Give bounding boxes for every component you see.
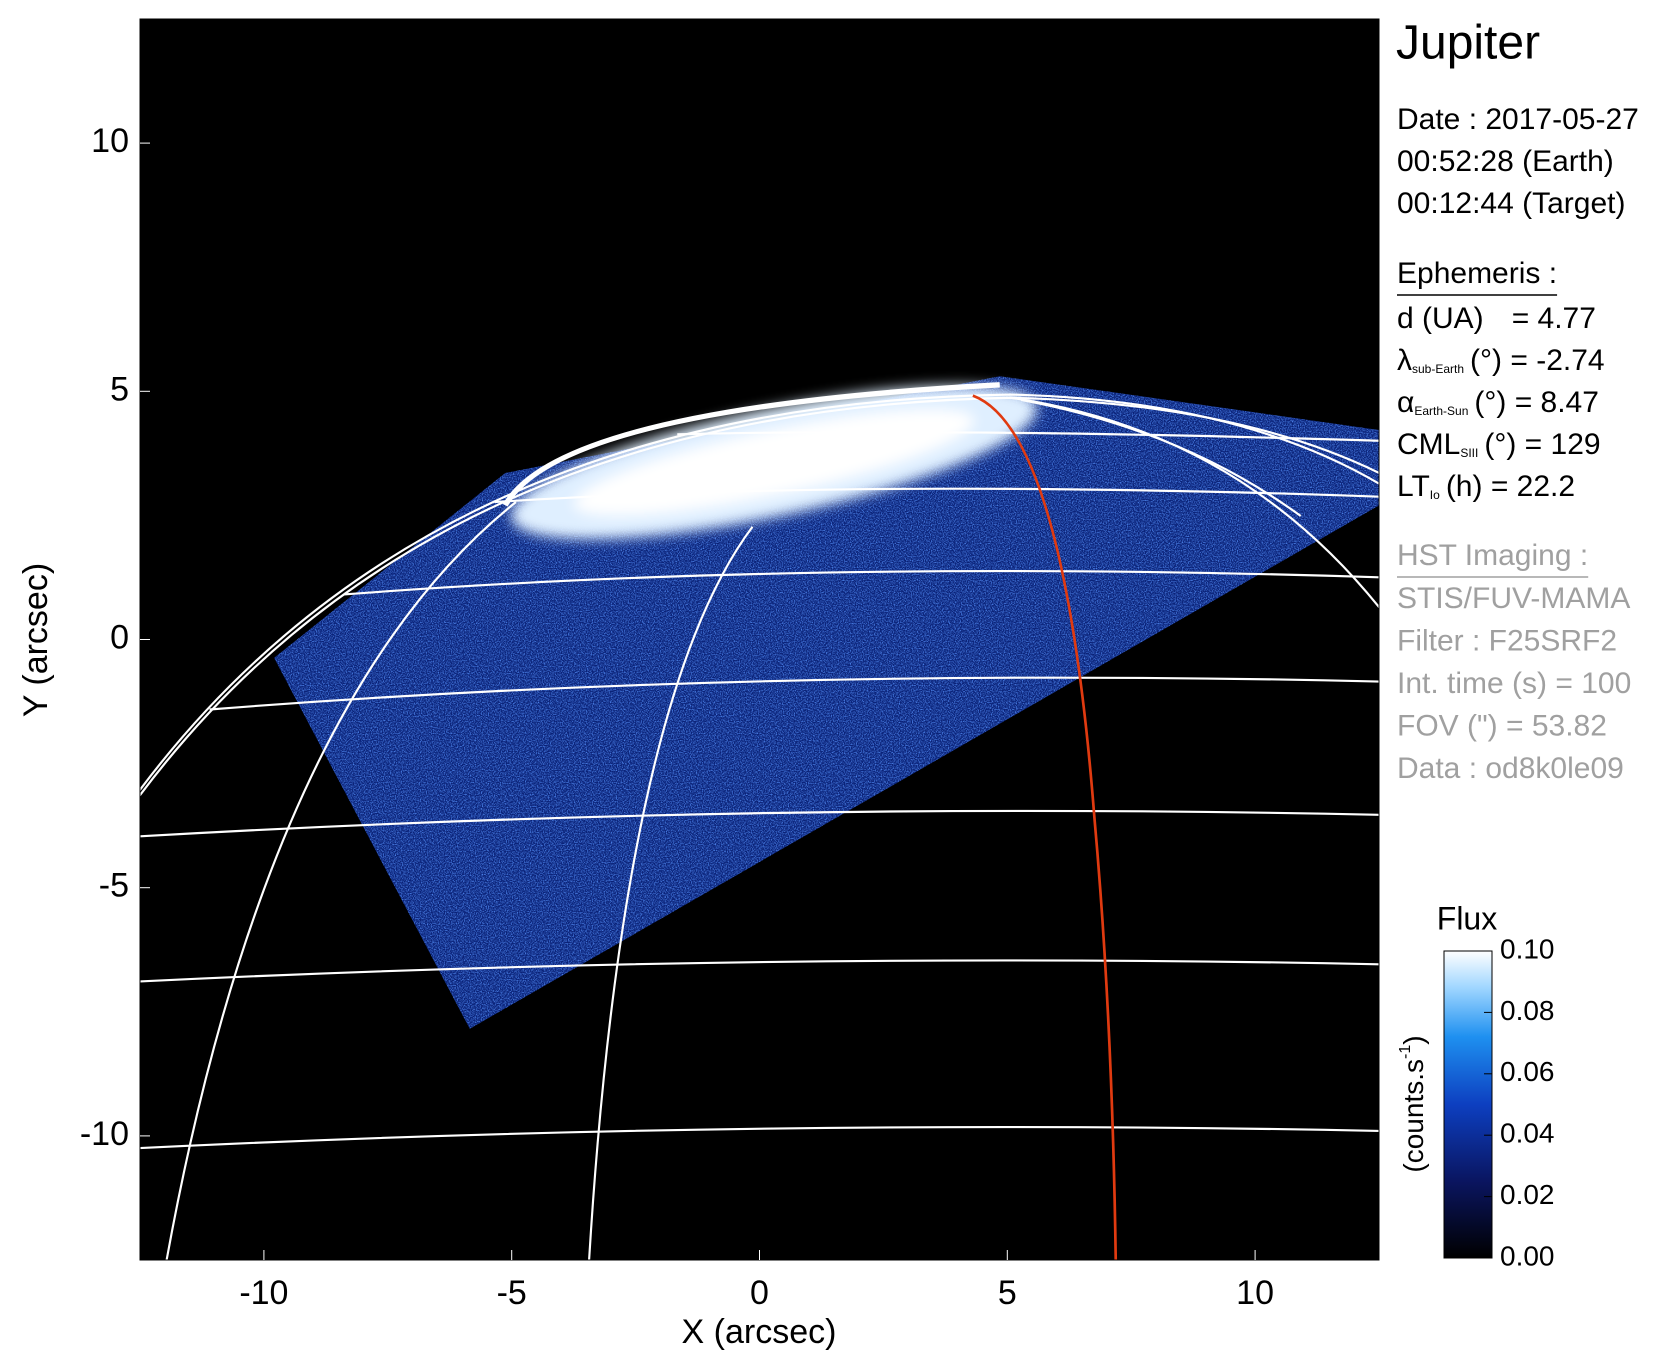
y-axis-label: Y (arcsec) xyxy=(17,563,55,717)
ephemeris-row: d (UA) = 4.77 xyxy=(1397,302,1596,335)
section-heading: HST Imaging : xyxy=(1397,539,1588,572)
row-label: α xyxy=(1397,386,1414,419)
colorbar-title: Flux xyxy=(1437,900,1497,936)
colorbar-tick-label: 0.04 xyxy=(1500,1118,1555,1149)
ephemeris-row: LTIo (h) = 22.2 xyxy=(1397,470,1575,503)
ephemeris-row: λsub-Earth (°) = -2.74 xyxy=(1397,344,1605,377)
aurora xyxy=(510,385,1038,539)
grid-overlay xyxy=(140,393,1379,1260)
colorbar-label-end: ) xyxy=(1398,1035,1429,1044)
observed-noise xyxy=(274,376,1379,1029)
x-tick-label: 10 xyxy=(1236,1274,1274,1312)
colorbar xyxy=(1443,950,1493,1259)
row-subscript: Earth-Sun xyxy=(1414,404,1468,418)
row-subscript: Io xyxy=(1430,488,1440,502)
colorbar-tick-label: 0.00 xyxy=(1500,1240,1555,1271)
section-heading: Ephemeris : xyxy=(1397,257,1557,290)
row-subscript: SIII xyxy=(1460,446,1478,460)
imaging-line: FOV (") = 53.82 xyxy=(1397,709,1607,742)
colorbar-label-text: (counts.s xyxy=(1398,1059,1429,1173)
colorbar-tick-label: 0.06 xyxy=(1500,1056,1555,1087)
x-tick-label: 5 xyxy=(998,1274,1017,1312)
row-value: (°) = 129 xyxy=(1484,428,1600,461)
x-axis-label: X (arcsec) xyxy=(682,1313,837,1351)
row-value: (°) = -2.74 xyxy=(1470,344,1605,377)
row-value: (°) = 8.47 xyxy=(1474,386,1599,419)
colorbar-label: (counts.s-1) xyxy=(1397,1035,1429,1172)
colorbar-tick-label: 0.02 xyxy=(1500,1179,1555,1210)
imaging-line: STIS/FUV-MAMA xyxy=(1397,582,1630,615)
x-tick-label: -10 xyxy=(239,1274,288,1312)
row-label: λ xyxy=(1397,344,1412,377)
y-tick-label: 0 xyxy=(110,618,129,656)
y-tick-label: -5 xyxy=(99,867,129,905)
imaging-line: Data : od8k0le09 xyxy=(1397,752,1624,785)
row-value: (h) = 22.2 xyxy=(1446,470,1575,503)
panel-line: 00:12:44 (Target) xyxy=(1397,187,1625,220)
row-value: = 4.77 xyxy=(1512,302,1596,335)
y-tick-label: -10 xyxy=(80,1115,129,1153)
y-tick-label: 10 xyxy=(91,122,129,160)
colorbar-label-sup: -1 xyxy=(1397,1045,1414,1059)
imaging-line: Int. time (s) = 100 xyxy=(1397,667,1631,700)
ephemeris-row: αEarth-Sun (°) = 8.47 xyxy=(1397,386,1599,419)
ephemeris-row: CMLSIII (°) = 129 xyxy=(1397,428,1601,461)
image-content xyxy=(140,376,1379,1260)
image xyxy=(140,19,1379,1260)
imaging-line: Filter : F25SRF2 xyxy=(1397,624,1617,657)
row-label: CML xyxy=(1397,428,1460,461)
panel-line: Date : 2017-05-27 xyxy=(1397,103,1639,136)
colorbar-tick-label: 0.10 xyxy=(1500,933,1555,964)
row-label: d (UA) xyxy=(1397,302,1484,335)
central-meridian xyxy=(972,394,1118,1260)
panel-title: Jupiter xyxy=(1396,17,1540,70)
colorbar-tick-label: 0.08 xyxy=(1500,995,1555,1026)
row-subscript: sub-Earth xyxy=(1412,362,1464,376)
y-tick-label: 5 xyxy=(110,370,129,408)
x-tick-label: 0 xyxy=(750,1274,769,1312)
panel-line: 00:52:28 (Earth) xyxy=(1397,145,1614,178)
row-label: LT xyxy=(1397,470,1430,503)
aurora-arc xyxy=(502,382,1000,507)
x-tick-label: -5 xyxy=(497,1274,527,1312)
